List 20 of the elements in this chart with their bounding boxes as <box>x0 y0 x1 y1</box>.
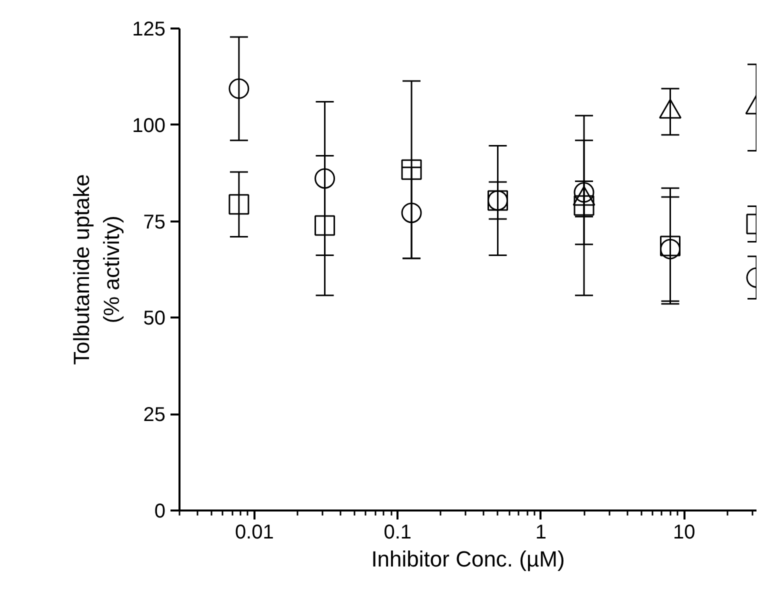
point <box>574 195 594 216</box>
y-axis-title: Tolbutamide uptake (% activity) <box>69 174 124 365</box>
point <box>574 182 594 203</box>
x-tick-label: 10 <box>673 522 696 544</box>
point <box>401 202 422 224</box>
point <box>314 215 336 236</box>
y-tick-label: 100 <box>132 114 166 137</box>
point <box>228 78 250 99</box>
point <box>401 159 422 180</box>
point <box>228 194 250 215</box>
x-tick-label: 0.1 <box>384 522 412 544</box>
y-tick-label: 25 <box>143 404 166 426</box>
y-tick-label: 50 <box>143 308 166 330</box>
x-axis-title: Inhibitor Conc. (µM) <box>371 546 565 572</box>
x-tick-label: 0.01 <box>234 522 274 544</box>
y-tick-label: 75 <box>143 211 166 234</box>
point <box>314 168 336 189</box>
y-tick-label: 0 <box>154 500 166 522</box>
x-tick-label: 1 <box>535 522 546 544</box>
y-tick-label: 125 <box>132 18 166 40</box>
